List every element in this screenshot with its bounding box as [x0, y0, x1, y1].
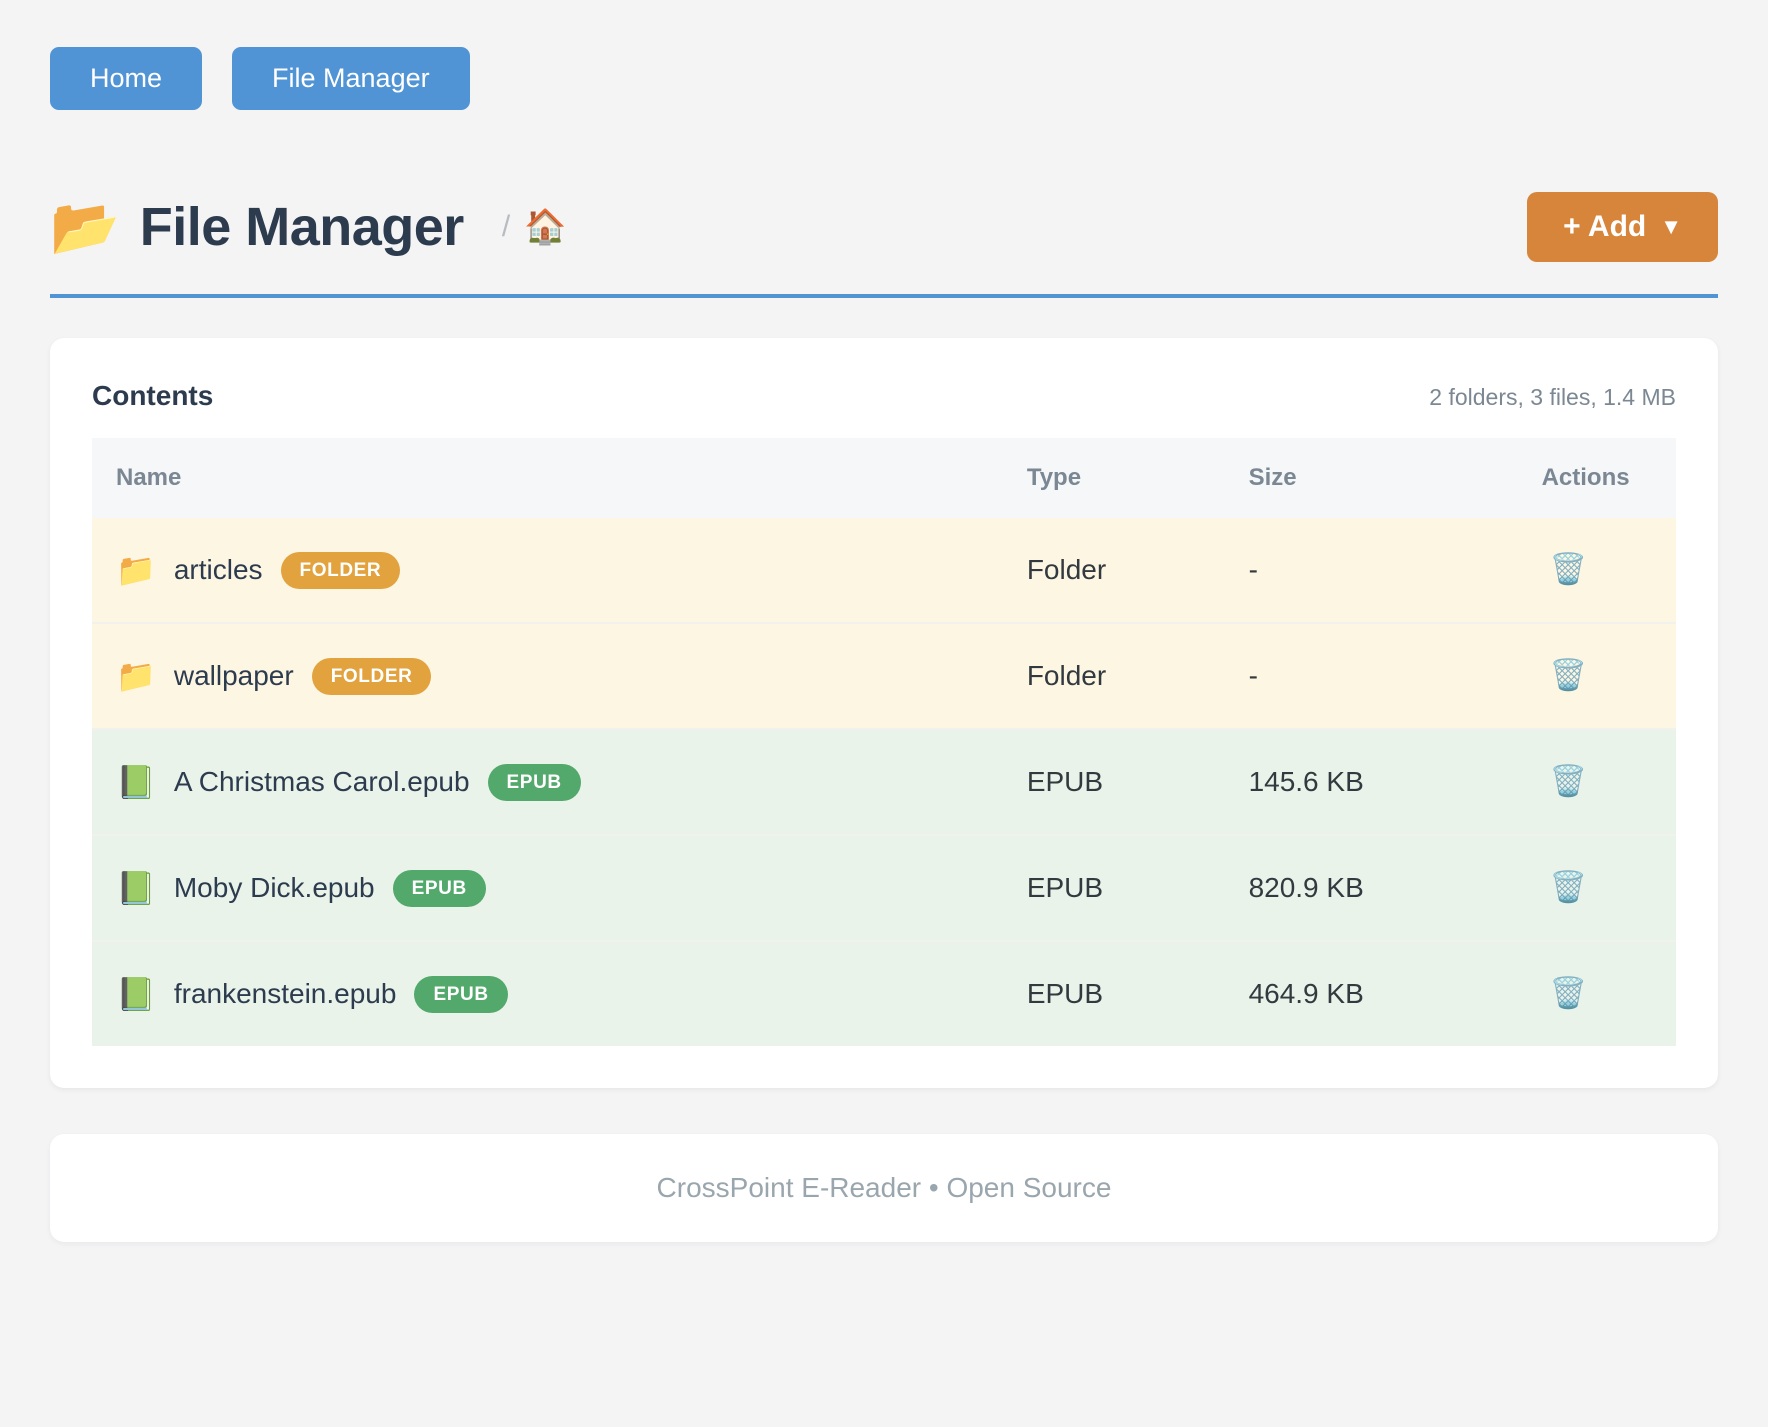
- epub-badge: EPUB: [392, 869, 486, 907]
- file-name-link[interactable]: articles: [173, 554, 263, 585]
- book-icon: 📗: [116, 764, 156, 800]
- file-name-link[interactable]: frankenstein.epub: [173, 978, 397, 1009]
- chevron-down-icon: ▼: [1660, 214, 1682, 239]
- file-type: Folder: [1002, 518, 1225, 623]
- footer-text: CrossPoint E-Reader • Open Source: [656, 1172, 1112, 1203]
- breadcrumb-home-icon[interactable]: 🏠: [524, 208, 567, 246]
- file-type: EPUB: [1002, 728, 1225, 835]
- breadcrumb-separator: /: [501, 210, 511, 243]
- delete-button[interactable]: 🗑️: [1542, 551, 1595, 589]
- nav-button-file-manager[interactable]: File Manager: [232, 47, 470, 110]
- delete-button[interactable]: 🗑️: [1542, 975, 1595, 1013]
- table-header-row: Name Type Size Actions: [92, 438, 1676, 518]
- file-name-link[interactable]: A Christmas Carol.epub: [173, 766, 470, 797]
- title-group: 📂 File Manager / 🏠: [50, 196, 567, 258]
- file-type: EPUB: [1002, 940, 1225, 1046]
- trash-icon: 🗑️: [1549, 871, 1587, 904]
- contents-summary: 2 folders, 3 files, 1.4 MB: [1429, 384, 1676, 410]
- trash-icon: 🗑️: [1549, 659, 1587, 692]
- delete-button[interactable]: 🗑️: [1542, 763, 1595, 801]
- file-table: Name Type Size Actions 📁 articles FOLDER…: [92, 438, 1676, 1046]
- add-button-label: + Add: [1563, 210, 1647, 243]
- delete-button[interactable]: 🗑️: [1542, 869, 1595, 907]
- open-folder-icon: 📂: [50, 195, 120, 258]
- book-icon: 📗: [116, 976, 156, 1012]
- file-type: Folder: [1002, 622, 1225, 729]
- trash-icon: 🗑️: [1549, 977, 1587, 1010]
- column-header-type: Type: [1002, 438, 1225, 518]
- file-name-link[interactable]: Moby Dick.epub: [173, 872, 375, 903]
- table-row-articles: 📁 articles FOLDER Folder - 🗑️: [92, 518, 1676, 623]
- folder-badge: FOLDER: [311, 657, 432, 695]
- top-nav: Home File Manager: [50, 47, 1718, 110]
- file-name-link[interactable]: wallpaper: [173, 660, 294, 691]
- table-row-wallpaper: 📁 wallpaper FOLDER Folder - 🗑️: [92, 622, 1676, 729]
- column-header-actions: Actions: [1517, 438, 1676, 518]
- trash-icon: 🗑️: [1549, 765, 1587, 798]
- epub-badge: EPUB: [487, 763, 581, 801]
- delete-button[interactable]: 🗑️: [1542, 657, 1595, 695]
- contents-card-header: Contents 2 folders, 3 files, 1.4 MB: [92, 380, 1676, 412]
- file-size: 145.6 KB: [1224, 728, 1518, 835]
- contents-title: Contents: [92, 380, 214, 411]
- column-header-name: Name: [92, 438, 1003, 518]
- folder-icon: 📁: [116, 552, 156, 588]
- folder-badge: FOLDER: [280, 551, 401, 589]
- table-row-moby-dick: 📗 Moby Dick.epub EPUB EPUB 820.9 KB 🗑️: [92, 834, 1676, 941]
- add-button[interactable]: + Add ▼: [1527, 192, 1718, 262]
- file-size: -: [1224, 518, 1518, 623]
- file-size: 820.9 KB: [1224, 834, 1518, 941]
- contents-card: Contents 2 folders, 3 files, 1.4 MB Name…: [50, 338, 1718, 1088]
- page-header: 📂 File Manager / 🏠 + Add ▼: [50, 192, 1718, 262]
- header-divider: [50, 294, 1718, 298]
- book-icon: 📗: [116, 870, 156, 906]
- folder-icon: 📁: [116, 658, 156, 694]
- nav-button-home[interactable]: Home: [50, 47, 203, 110]
- table-row-frankenstein: 📗 frankenstein.epub EPUB EPUB 464.9 KB 🗑…: [92, 940, 1676, 1046]
- file-size: 464.9 KB: [1224, 940, 1518, 1046]
- footer-card: CrossPoint E-Reader • Open Source: [50, 1134, 1718, 1242]
- page-title: File Manager: [139, 197, 465, 257]
- file-type: EPUB: [1002, 834, 1225, 941]
- file-size: -: [1224, 622, 1518, 729]
- column-header-size: Size: [1224, 438, 1518, 518]
- trash-icon: 🗑️: [1549, 553, 1587, 586]
- table-row-christmas-carol: 📗 A Christmas Carol.epub EPUB EPUB 145.6…: [92, 728, 1676, 835]
- breadcrumb: / 🏠: [502, 207, 567, 247]
- epub-badge: EPUB: [414, 975, 508, 1013]
